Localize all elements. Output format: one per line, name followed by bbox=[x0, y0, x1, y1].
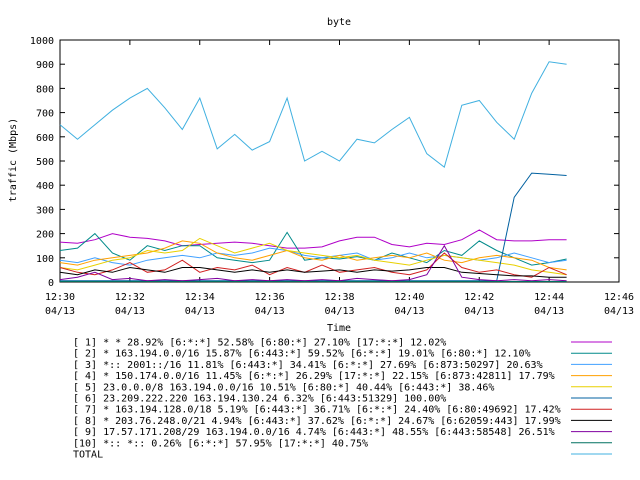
x-tick-label-date: 04/13 bbox=[394, 306, 424, 317]
y-axis: 0 100 200 300 400 500 600 700 800 900 1000 bbox=[30, 36, 619, 289]
legend-label: [ 4] * 150.174.0.0/16 11.45% [6:*:*] 26.… bbox=[73, 371, 555, 382]
legend-label: [ 7] * 163.194.128.0/18 5.19% [6:443:*] … bbox=[73, 405, 561, 416]
x-tick-label-time: 12:42 bbox=[464, 292, 494, 303]
legend-label: TOTAL bbox=[73, 450, 103, 461]
y-tick-label: 1000 bbox=[30, 36, 54, 47]
y-tick-label: 400 bbox=[36, 181, 54, 192]
x-tick-label-date: 04/13 bbox=[324, 306, 354, 317]
legend-label: [ 5] 23.0.0.0/8 163.194.0.0/16 10.51% [6… bbox=[73, 382, 494, 393]
x-tick-label-date: 04/13 bbox=[604, 306, 634, 317]
x-tick-label-time: 12:44 bbox=[534, 292, 564, 303]
x-axis-label: Time bbox=[327, 323, 351, 334]
legend-label: [ 9] 17.57.171.208/29 163.194.0.0/16 4.7… bbox=[73, 427, 555, 438]
legend-label: [ 2] * 163.194.0.0/16 15.87% [6:443:*] 5… bbox=[73, 349, 531, 360]
series-line bbox=[60, 172, 567, 282]
x-tick-label-date: 04/13 bbox=[115, 306, 145, 317]
series-line bbox=[59, 61, 567, 168]
legend: [ 1] * * 28.92% [6:*:*] 52.58% [6:80:*] … bbox=[73, 338, 612, 461]
x-tick-label-time: 12:32 bbox=[115, 292, 145, 303]
y-axis-label: traffic (Mbps) bbox=[8, 118, 19, 202]
series-line bbox=[59, 237, 567, 276]
x-tick-label-time: 12:40 bbox=[394, 292, 424, 303]
legend-label: [10] *:: *:: 0.26% [6:*:*] 57.95% [17:*:… bbox=[73, 438, 368, 449]
y-tick-label: 600 bbox=[36, 133, 54, 144]
x-tick-label-date: 04/13 bbox=[255, 306, 285, 317]
x-axis: 12:30 04/13 12:32 04/13 12:34 04/13 12:36 04/13… bbox=[45, 40, 634, 317]
x-tick-label-time: 12:38 bbox=[324, 292, 354, 303]
y-tick-label: 700 bbox=[36, 109, 54, 120]
x-tick-label-time: 12:34 bbox=[185, 292, 215, 303]
chart-title: byte bbox=[327, 17, 351, 28]
series-line bbox=[59, 229, 567, 249]
x-tick-label-time: 12:30 bbox=[45, 292, 75, 303]
x-tick-label-date: 04/13 bbox=[185, 306, 215, 317]
series-line bbox=[59, 252, 567, 278]
x-tick-label-time: 12:36 bbox=[255, 292, 285, 303]
series-line bbox=[59, 244, 567, 282]
x-tick-label-date: 04/13 bbox=[45, 306, 75, 317]
x-tick-label-time: 12:46 bbox=[604, 292, 634, 303]
series-lines bbox=[59, 61, 567, 282]
y-tick-label: 0 bbox=[48, 278, 54, 289]
series-line bbox=[59, 266, 567, 278]
legend-label: [ 3] *:: 2001::/16 11.81% [6:443:*] 34.4… bbox=[73, 360, 543, 371]
legend-label: [ 6] 23.209.222.220 163.194.130.24 6.32%… bbox=[73, 394, 446, 405]
y-tick-label: 800 bbox=[36, 84, 54, 95]
legend-label: [ 8] * 203.76.248.0/21 4.94% [6:443:*] 3… bbox=[73, 416, 561, 427]
x-tick-label-date: 04/13 bbox=[534, 306, 564, 317]
series-line bbox=[59, 240, 567, 271]
legend-label: [ 1] * * 28.92% [6:*:*] 52.58% [6:80:*] … bbox=[73, 338, 446, 349]
x-tick-label-date: 04/13 bbox=[464, 306, 494, 317]
y-tick-label: 200 bbox=[36, 230, 54, 241]
y-tick-label: 300 bbox=[36, 205, 54, 216]
series-line bbox=[59, 247, 567, 266]
y-tick-label: 500 bbox=[36, 157, 54, 168]
y-tick-label: 900 bbox=[36, 60, 54, 71]
y-tick-label: 100 bbox=[36, 254, 54, 265]
